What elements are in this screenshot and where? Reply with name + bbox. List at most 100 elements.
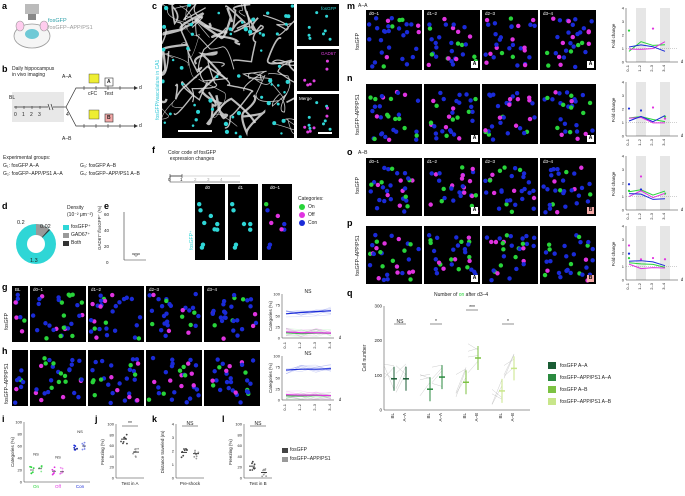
strip-o-frame [540,158,596,216]
ns-label: NS [77,429,83,434]
strip-m-context-box: A [587,61,594,68]
strip-h-frame [12,350,28,406]
sig-label: * [507,319,509,325]
b-tick-4: 4 [66,112,69,118]
p-side-label: fosGFP–APP/PS1 [355,235,361,276]
inset-fosgfp [297,4,339,46]
ytick-label: 4 [622,80,625,85]
f-side: fosGFP⁺ [189,230,195,250]
scale-bar [178,130,212,132]
panel-letter-e: e [104,201,110,211]
q-legend-item: fosGFP–APP/PS1 A–A [560,375,612,381]
ytick-label: 0 [622,278,625,283]
xtick-label: 3–4 [661,282,666,289]
panel-letter-l: l [222,414,225,424]
xtick-label: 2–3 [312,403,317,410]
f-categories-title: Categories: [298,196,324,202]
ytick-label: 20 [18,468,23,473]
ytick-label: 100 [273,354,280,359]
f-axis [169,174,240,183]
xtick-label: Con [76,484,85,489]
strip-m-frame [424,10,480,70]
xtick-label: 3–4 [327,341,332,348]
f-header-d01: d0–1 [270,185,281,190]
on-swatch [299,204,305,210]
inset-label-merge: Merge [299,96,312,101]
f-d0-image [195,184,225,260]
strip-o-header: d1–2 [427,159,438,164]
ns-label: NS [55,455,61,460]
i-categories-chart: 0 20 40 60 80 100 On NS Off NS Con NS Categories (%) [10,420,90,489]
ytick-label: 0 [622,60,625,65]
xtick-label: 1–2 [637,212,642,219]
f-title: Color code of fosGFP expression changes [168,150,217,162]
strip-p-context-box: A [471,275,478,282]
strip-g-frame [88,286,144,342]
j-freezing-chart: 0 20 40 60 80 100 ** Test in A Freezing (%) [100,421,144,486]
ytick-label: 0 [172,476,175,481]
group-2: G₂: fosGFP–APP/PS1 A–A [3,171,63,177]
l-freezing-chart: 0 20 40 60 80 100 NS Test in B Freezing (%) [228,421,272,486]
ytick-label: 1 [622,194,625,199]
legend-fos: fosGFP⁺ [71,224,91,230]
panel-letter-n: n [347,73,353,83]
xtick-label: BL [426,413,431,419]
q-legend-item: fosGFP–APP/PS1 A–B [560,399,612,405]
strip-p-frame [540,226,596,284]
group-3: G₃: fosGFP A–B [80,163,117,169]
ytick-label: 0 [278,336,281,341]
x-axis-label: Test in B [249,481,266,486]
ytick-label: 3 [172,435,175,440]
strip-g-header: d2–3 [149,287,160,292]
sig-label: NS [255,421,263,427]
ytick-label: 200 [374,338,382,343]
cat-con: Con [308,220,318,226]
xtick-label: 2–3 [312,341,317,348]
b-bl: BL [9,95,16,101]
group-1: G₁: fosGFP A–A [3,163,39,169]
x-axis-label: Test in A [121,481,138,486]
strip-g-header: BL [15,287,21,292]
b-box-a: A [107,79,111,85]
panel-letter-j: j [95,414,98,424]
ytick-label: 0 [112,476,115,481]
d-label: d [339,397,342,402]
ytick-label: 2 [622,33,625,38]
panel-letter-d: d [2,201,8,211]
xtick-label: BL [390,413,395,419]
c-side-label: fosGFP/vasculature in CA1 [155,59,161,120]
ytick-label: 40 [18,456,23,461]
ytick-label: 80 [110,432,115,437]
q-legend-swatch [548,386,556,393]
sig-label: * [435,319,437,325]
off-swatch [299,212,305,218]
e-tick-20: 20 [104,244,110,249]
xtick-label: 0–1 [625,64,630,71]
ytick-label: 60 [18,444,23,449]
f-tick-0: 0 [168,177,171,182]
n-fold-chart: 0 1 2 3 4 0–1 1–2 2–3 3–4 d Fold change [611,80,684,146]
strip-p-frame [482,226,538,284]
series-line-con [285,368,332,371]
strip-m-context-box: A [471,61,478,68]
panel-letter-c: c [152,1,158,11]
ytick-label: 2 [622,181,625,186]
ytick-label: 20 [238,465,243,470]
ytick-label: 20 [110,465,115,470]
f-tick-4: 4 [220,177,223,182]
series-line-off [285,394,332,397]
xtick-label: 3–4 [661,138,666,145]
ns-label: NS [305,351,313,357]
e-tick-0: 0 [106,260,109,265]
e-ylabel: GAD67⁺/fosGFP⁺ (%) [97,205,102,250]
ytick-label: 50 [276,314,281,319]
ytick-label: 80 [18,432,23,437]
y-axis-label: Distance traveled (m) [160,430,165,473]
xtick-label: 1–2 [637,64,642,71]
strip-n-frame [482,84,538,144]
sig-label: *** [469,305,475,311]
ytick-label: 1 [172,462,175,467]
xtick-label: 3–4 [661,212,666,219]
o-condition: A–B [358,150,368,156]
strip-n-frame [424,84,480,144]
